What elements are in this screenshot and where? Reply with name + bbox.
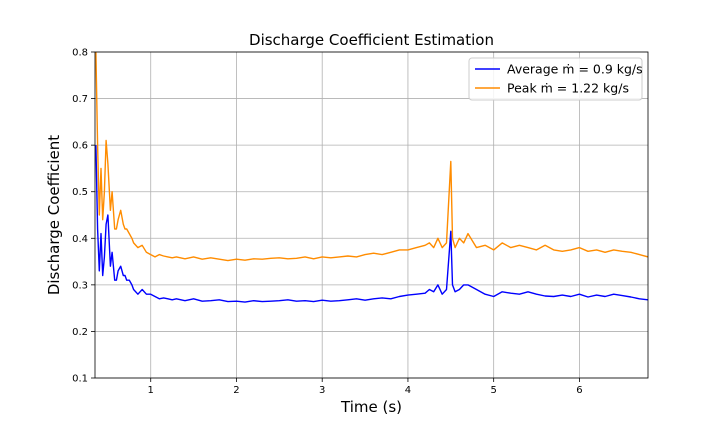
x-tick-label-2: 3 <box>319 385 325 396</box>
y-tick-label-6: 0.7 <box>72 94 88 105</box>
x-tick-label-5: 6 <box>576 385 582 396</box>
x-axis-title: Time (s) <box>340 398 402 416</box>
x-tick-label-0: 1 <box>148 385 154 396</box>
plot-frame <box>94 51 649 379</box>
y-tick-label-3: 0.4 <box>72 234 88 245</box>
series-line-average <box>95 145 648 303</box>
legend-label-average: Average ṁ = 0.9 kg/s <box>507 62 643 77</box>
y-tick-label-2: 0.3 <box>72 280 88 291</box>
series-group <box>95 52 648 303</box>
y-tick-label-7: 0.8 <box>72 48 88 59</box>
series-line-peak <box>95 52 648 262</box>
ticks: 1 2 3 4 5 6 0.1 0.2 0.3 0.4 0.5 0.6 0.7 0.8 <box>72 48 583 397</box>
x-tick-label-3: 4 <box>405 385 411 396</box>
x-tick-label-4: 5 <box>490 385 496 396</box>
legend-box <box>468 57 643 101</box>
y-tick-label-0: 0.1 <box>72 374 88 385</box>
legend: Average ṁ = 0.9 kg/s Peak ṁ = 1.22 kg/s <box>468 57 643 101</box>
chart-title: Discharge Coefficient Estimation <box>249 31 494 49</box>
legend-label-peak: Peak ṁ = 1.22 kg/s <box>507 81 629 96</box>
x-tick-label-1: 2 <box>233 385 239 396</box>
y-tick-label-1: 0.2 <box>72 327 88 338</box>
y-tick-label-5: 0.6 <box>72 141 88 152</box>
y-axis-title: Discharge Coefficient <box>45 135 63 295</box>
y-tick-label-4: 0.5 <box>72 187 88 198</box>
